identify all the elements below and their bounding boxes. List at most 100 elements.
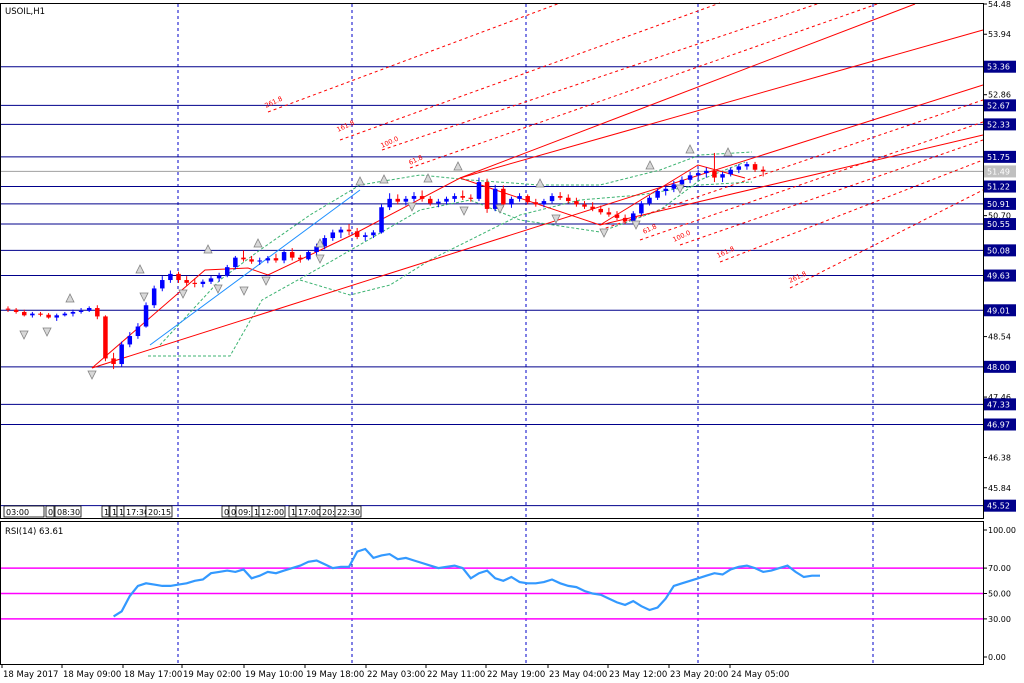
candle-body	[387, 198, 392, 208]
current-price-tag-label: 51.49	[987, 167, 1010, 176]
candle-body	[273, 258, 279, 261]
price-level-tag	[984, 60, 1016, 73]
price-level-tag	[984, 150, 1016, 163]
candle-body	[233, 257, 238, 268]
trend-channel-line	[599, 134, 984, 226]
session-label: 08:30	[57, 508, 80, 517]
price-level-tag-label: 52.67	[987, 101, 1010, 110]
candle-body	[5, 308, 11, 310]
price-tick-label: 54.48	[988, 0, 1011, 9]
price-level-tag	[984, 197, 1016, 210]
fractal-up-marker	[723, 147, 733, 157]
price-tick-label: 46.38	[988, 454, 1011, 463]
fractal-up-marker	[135, 264, 145, 274]
price-tick-label: 52.86	[988, 91, 1011, 100]
time-label: 23 May 20:00	[670, 670, 728, 680]
candle-body	[135, 326, 141, 337]
time-label: 23 May 12:00	[609, 670, 667, 680]
session-label: 0	[48, 508, 53, 517]
candle-body	[525, 196, 530, 203]
candle-body	[379, 207, 384, 233]
candle-body	[695, 173, 701, 176]
session-box	[3, 505, 45, 518]
session-label: 03:00	[6, 508, 29, 517]
price-level-tag-label: 52.33	[987, 120, 1010, 129]
candle-body	[517, 196, 522, 199]
session-label: 1	[112, 508, 117, 517]
time-label: 18 May 2017	[3, 670, 58, 680]
current-price-tag	[984, 165, 1016, 178]
regression-line	[149, 189, 361, 346]
candle-body	[200, 281, 206, 284]
candle-body	[371, 232, 376, 236]
time-label: 18 May 17:00	[124, 670, 182, 680]
price-level-tag	[984, 398, 1016, 411]
envelope-curve	[159, 151, 753, 346]
price-level-tag-label: 46.97	[987, 420, 1010, 429]
candle-body	[322, 238, 327, 247]
candle-body	[720, 174, 725, 178]
candle-body	[298, 257, 303, 260]
candle-body	[647, 197, 652, 204]
candlesticks	[5, 152, 766, 370]
candle-body	[712, 170, 717, 178]
time-label: 22 May 11:00	[427, 670, 485, 680]
rsi-levels	[0, 567, 983, 620]
price-level-tag	[984, 218, 1016, 231]
candle-body	[411, 196, 417, 199]
candle-body	[330, 232, 336, 239]
price-tick-label: 53.94	[988, 30, 1011, 39]
price-level-tag-label: 47.33	[987, 400, 1010, 409]
session-box	[145, 505, 173, 518]
price-level-tag	[984, 418, 1016, 431]
price-level-tag-label: 45.52	[987, 502, 1010, 511]
candle-body	[143, 305, 149, 327]
price-axis: 54.48 53.94 52.86 52.33 51.75 50.70 48.54 47.46…	[983, 0, 1016, 512]
trend-channel-line	[459, 29, 984, 179]
candle-body	[484, 182, 490, 209]
candle-body	[13, 309, 19, 312]
fractal-up-marker	[453, 161, 463, 171]
candle-body	[427, 198, 433, 204]
candle-body	[476, 182, 482, 199]
price-tick-label: 47.46	[988, 393, 1011, 402]
price-level-tag-label: 53.36	[987, 63, 1010, 72]
rsi-panel[interactable]: RSI(14) 63.61	[0, 521, 984, 665]
fractal-down-marker	[213, 284, 223, 294]
candle-body	[614, 214, 620, 218]
candle-body	[281, 252, 287, 261]
session-box	[334, 505, 362, 518]
zigzag-line	[91, 164, 746, 369]
candle-body	[468, 197, 474, 199]
candle-body	[249, 259, 254, 262]
candle-body	[509, 198, 514, 205]
candle-body	[314, 246, 319, 253]
fractal-markers	[19, 144, 733, 380]
fractal-up-marker	[685, 144, 695, 154]
candle-body	[338, 229, 344, 233]
fractal-down-marker	[495, 204, 505, 214]
candle-body	[687, 175, 693, 180]
candle-body	[78, 310, 84, 312]
fractal-up-marker	[379, 174, 389, 184]
fractal-down-marker	[675, 184, 685, 194]
time-label: 23 May 04:00	[549, 670, 607, 680]
candle-body	[54, 315, 59, 318]
time-axis: 18 May 2017 18 May 09:00 18 May 17:00 19 Ma…	[1, 664, 789, 680]
candle-body	[103, 316, 108, 359]
candle-body	[176, 273, 181, 281]
candle-body	[549, 196, 555, 202]
candle-body	[630, 213, 636, 222]
candle-body	[241, 257, 246, 260]
fractal-up-marker	[355, 176, 365, 186]
session-label: 0	[224, 508, 229, 517]
session-box	[54, 505, 82, 518]
time-label: 19 May 18:00	[306, 670, 364, 680]
session-label: 0	[231, 508, 236, 517]
session-label: 1	[254, 508, 259, 517]
fib-line	[381, 2, 821, 151]
price-level-tag	[984, 244, 1016, 257]
